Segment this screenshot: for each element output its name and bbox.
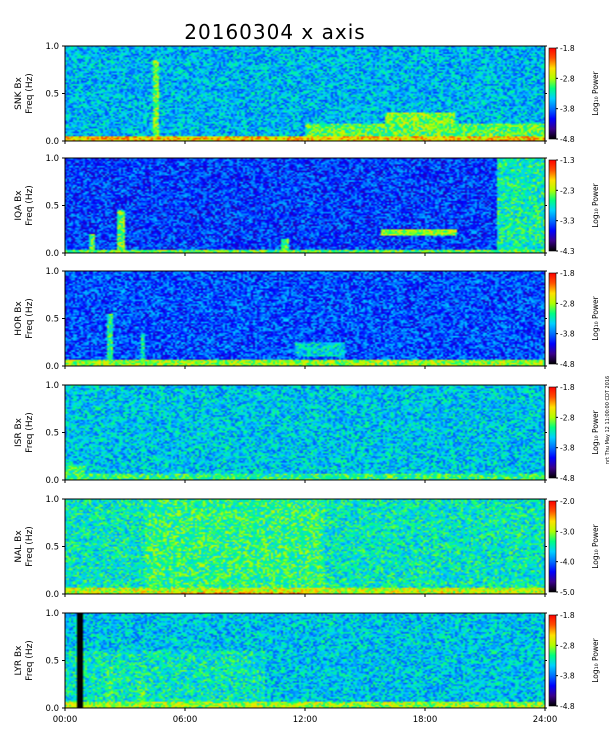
spectrogram-panel: 1.0 0.5 0.0 LYR Bx Freq (Hz) -1.8 -2.8 -3.8 -4.8… [14, 609, 600, 714]
spectrogram-image [65, 613, 545, 708]
y-tick-label: 0.0 [45, 137, 59, 147]
colorbar [548, 500, 557, 593]
colorbar-tick-label: -2.3 [560, 186, 575, 195]
spectrogram-image [65, 158, 545, 253]
station-label: ISR Bx [14, 417, 24, 447]
colorbar [548, 159, 557, 252]
y-tick-label: 0.0 [45, 704, 59, 714]
colorbar-label: Log₁₀ Power [591, 182, 600, 227]
y-tick-label: 1.0 [45, 154, 59, 164]
colorbar-tick-label: -4.3 [560, 247, 575, 256]
y-tick-label: 0.5 [45, 315, 59, 325]
spectrogram-panel: 1.0 0.5 0.0 NAL Bx Freq (Hz) -2.0 -3.0 -4.0 -5.0… [14, 495, 600, 600]
colorbar-label: Log₁₀ Power [591, 295, 600, 340]
freq-axis-label: Freq (Hz) [25, 640, 35, 681]
y-tick-label: 1.0 [45, 609, 59, 619]
colorbar-tick-label: -3.8 [560, 330, 575, 339]
colorbar-label: Log₁₀ Power [591, 637, 600, 682]
station-label: SNK Bx [14, 76, 24, 109]
freq-axis-label: Freq (Hz) [25, 185, 35, 226]
colorbar-tick-label: -2.8 [560, 413, 575, 422]
y-tick-label: 0.0 [45, 476, 59, 486]
colorbar-tick-label: -1.8 [560, 383, 575, 392]
spectrogram-panel: 1.0 0.5 0.0 IQA Bx Freq (Hz) -1.3 -2.3 -3.3 -4.3… [14, 154, 600, 259]
colorbar-tick-label: -1.3 [560, 156, 575, 165]
y-tick-label: 1.0 [45, 267, 59, 277]
station-label: LYR Bx [14, 645, 24, 676]
colorbar [548, 386, 557, 479]
colorbar [548, 614, 557, 707]
y-tick-label: 0.5 [45, 90, 59, 100]
timestamp-stamp: nrt Thu May 12 11:00:00 CDT 2016 [605, 376, 611, 464]
colorbar-tick-label: -4.0 [560, 558, 575, 567]
freq-axis-label: Freq (Hz) [25, 526, 35, 567]
station-label: NAL Bx [14, 530, 24, 563]
colorbar [548, 47, 557, 140]
freq-axis-label: Freq (Hz) [25, 73, 35, 114]
y-tick-label: 0.0 [45, 590, 59, 600]
time-axis: 00:00 06:00 12:00 18:00 24:00 [53, 715, 558, 725]
colorbar-tick-label: -4.8 [560, 474, 575, 483]
spectrogram-image [65, 46, 545, 141]
spectrogram-image [65, 271, 545, 366]
x-tick-label: 18:00 [413, 715, 438, 725]
x-tick-label: 06:00 [173, 715, 198, 725]
station-label: IQA Bx [14, 190, 24, 221]
y-tick-label: 0.5 [45, 657, 59, 667]
freq-axis-label: Freq (Hz) [25, 298, 35, 339]
colorbar-tick-label: -2.0 [560, 497, 575, 506]
colorbar-tick-label: -1.8 [560, 611, 575, 620]
colorbar-tick-label: -4.8 [560, 135, 575, 144]
y-tick-label: 0.5 [45, 429, 59, 439]
spectrogram-image [65, 499, 545, 594]
spectrogram-panel: 1.0 0.5 0.0 HOR Bx Freq (Hz) -1.8 -2.8 -3.8 -4.8… [14, 267, 600, 372]
colorbar-tick-label: -4.8 [560, 702, 575, 711]
spectrogram-image [65, 385, 545, 480]
freq-axis-label: Freq (Hz) [25, 412, 35, 453]
colorbar-tick-label: -3.0 [560, 527, 575, 536]
x-tick-label: 12:00 [293, 715, 318, 725]
colorbar-tick-label: -4.8 [560, 360, 575, 369]
colorbar-tick-label: -3.8 [560, 672, 575, 681]
y-tick-label: 1.0 [45, 42, 59, 52]
spectrogram-panel: 1.0 0.5 0.0 SNK Bx Freq (Hz) -1.8 -2.8 -3.8 -4.8… [14, 42, 600, 147]
y-tick-label: 1.0 [45, 381, 59, 391]
y-tick-label: 1.0 [45, 495, 59, 505]
colorbar-tick-label: -5.0 [560, 588, 575, 597]
colorbar-tick-label: -2.8 [560, 299, 575, 308]
colorbar-tick-label: -2.8 [560, 74, 575, 83]
colorbar-tick-label: -2.8 [560, 641, 575, 650]
y-tick-label: 0.5 [45, 543, 59, 553]
colorbar-tick-label: -3.3 [560, 217, 575, 226]
chart-title: 20160304 x axis [184, 20, 365, 44]
y-tick-label: 0.0 [45, 249, 59, 259]
y-tick-label: 0.5 [45, 202, 59, 212]
colorbar-tick-label: -1.8 [560, 44, 575, 53]
station-label: HOR Bx [14, 301, 24, 336]
x-tick-label: 24:00 [533, 715, 558, 725]
colorbar-tick-label: -1.8 [560, 269, 575, 278]
y-tick-label: 0.0 [45, 362, 59, 372]
colorbar-tick-label: -3.8 [560, 105, 575, 114]
x-tick-label: 00:00 [53, 715, 78, 725]
colorbar-label: Log₁₀ Power [591, 409, 600, 454]
colorbar-label: Log₁₀ Power [591, 70, 600, 115]
spectrogram-panel: 1.0 0.5 0.0 ISR Bx Freq (Hz) -1.8 -2.8 -3.8 -4.8… [14, 381, 600, 486]
colorbar-tick-label: -3.8 [560, 444, 575, 453]
colorbar-label: Log₁₀ Power [591, 523, 600, 568]
colorbar [548, 272, 557, 365]
